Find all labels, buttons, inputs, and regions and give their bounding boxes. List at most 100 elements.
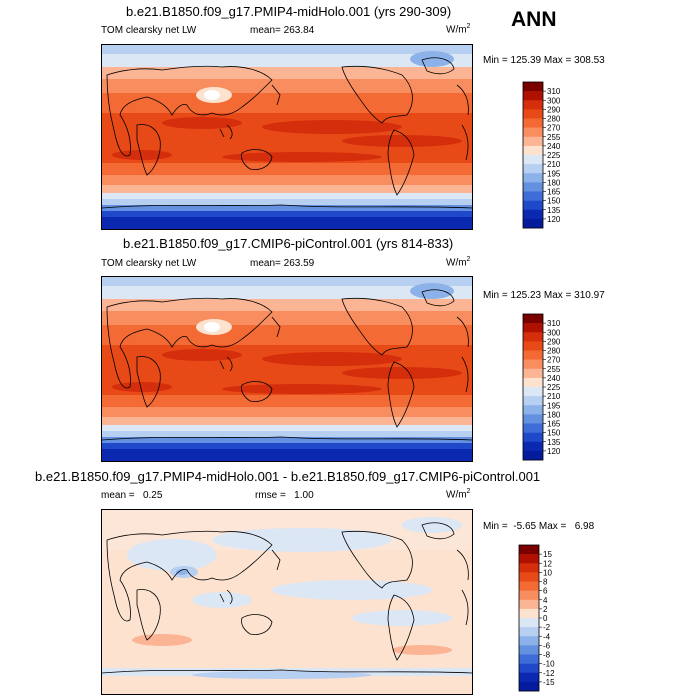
- panel-1-title: b.e21.B1850.f09_g17.PMIP4-midHolo.001 (y…: [126, 4, 452, 19]
- colorbar-box: [523, 136, 543, 147]
- colorbar-box: [519, 599, 539, 610]
- colorbar-box: [519, 672, 539, 683]
- colorbar-tick-label: -15: [543, 678, 555, 687]
- colorbar-box: [519, 645, 539, 655]
- panel-1-variable: TOM clearsky net LW: [101, 25, 197, 36]
- colorbar-box: [523, 127, 543, 138]
- colorbar-box: [519, 590, 539, 601]
- panel-3-map: [101, 509, 473, 695]
- colorbar-tick-label: 210: [547, 392, 561, 401]
- panel-2-minmax: Min = 125.23 Max = 310.97: [483, 290, 605, 301]
- colorbar-box: [523, 191, 543, 201]
- panel-2-title: b.e21.B1850.f09_g17.CMIP6-piControl.001 …: [123, 236, 454, 251]
- colorbar-box: [523, 414, 543, 424]
- colorbar-box: [523, 173, 543, 183]
- colorbar-box: [523, 209, 543, 220]
- colorbar-box: [519, 636, 539, 646]
- colorbar-box: [523, 91, 543, 101]
- colorbar-tick-label: 10: [543, 568, 552, 577]
- panel-3-units: W/m2: [446, 488, 471, 501]
- panel-3-title: b.e21.B1850.f09_g17.PMIP4-midHolo.001 - …: [35, 469, 541, 484]
- colorbar-tick-label: 120: [547, 447, 561, 456]
- colorbar-box: [523, 396, 543, 406]
- colorbar-tick-label: 2: [543, 605, 548, 614]
- panel-1-minmax: Min = 125.39 Max = 308.53: [483, 55, 605, 66]
- colorbar-tick-label: 0: [543, 614, 548, 623]
- colorbar-tick-label: 180: [547, 410, 561, 419]
- colorbar-box: [523, 450, 543, 461]
- panel-2-colorbar: 310 300 290 280 270 255 240 225 210 195 180 165 150 1…: [522, 313, 563, 461]
- colorbar-box: [523, 323, 543, 333]
- colorbar-box: [523, 341, 543, 351]
- colorbar-tick-label: 310: [547, 319, 561, 328]
- colorbar-box: [523, 359, 543, 370]
- colorbar-tick-label: 270: [547, 356, 561, 365]
- colorbar-tick-label: -6: [543, 641, 551, 650]
- colorbar-tick-label: 310: [547, 87, 561, 96]
- colorbar-box: [519, 618, 539, 628]
- colorbar-box: [523, 314, 543, 324]
- colorbar-tick-label: 270: [547, 124, 561, 133]
- colorbar-tick-label: 6: [543, 587, 548, 596]
- panel-3-mean: mean = 0.25: [101, 490, 163, 501]
- panel-1-colorbar: 310 300 290 280 270 255 240 225 210 195 180 165 150 1…: [522, 81, 563, 229]
- panel-3-rmse: rmse = 1.00: [255, 490, 314, 501]
- colorbar-box: [523, 145, 543, 156]
- panel-2-variable: TOM clearsky net LW: [101, 258, 197, 269]
- colorbar-tick-label: 4: [543, 596, 548, 605]
- colorbar-tick-label: 225: [547, 383, 561, 392]
- colorbar-tick-label: 225: [547, 151, 561, 160]
- colorbar-box: [519, 608, 539, 619]
- colorbar-box: [519, 563, 539, 573]
- colorbar-box: [523, 218, 543, 229]
- colorbar-box: [523, 182, 543, 192]
- panel-1-mean: mean= 263.84: [250, 25, 315, 36]
- colorbar-box: [523, 350, 543, 360]
- panel-3-colorbar: 15 12 10 8 6 4 2 0 -2 -4 -6 -8 -10 -12 -15: [518, 544, 563, 692]
- colorbar-tick-label: 280: [547, 115, 561, 124]
- colorbar-box: [523, 200, 543, 211]
- colorbar-box: [523, 109, 543, 119]
- colorbar-box: [523, 332, 543, 342]
- colorbar-tick-label: -12: [543, 669, 555, 678]
- colorbar-box: [519, 545, 539, 555]
- colorbar-box: [523, 118, 543, 128]
- colorbar-box: [523, 164, 543, 174]
- colorbar-box: [519, 663, 539, 674]
- colorbar-tick-label: 150: [547, 429, 561, 438]
- colorbar-box: [523, 405, 543, 415]
- colorbar-box: [519, 554, 539, 564]
- colorbar-tick-label: -2: [543, 623, 551, 632]
- colorbar-tick-label: 165: [547, 420, 561, 429]
- colorbar-tick-label: 150: [547, 197, 561, 206]
- colorbar-tick-label: 195: [547, 401, 561, 410]
- colorbar-tick-label: 195: [547, 169, 561, 178]
- colorbar-box: [523, 368, 543, 379]
- colorbar-tick-label: 280: [547, 347, 561, 356]
- colorbar-tick-label: 135: [547, 206, 561, 215]
- panel-1-units: W/m2: [446, 23, 471, 36]
- colorbar-tick-label: 290: [547, 337, 561, 346]
- colorbar-tick-label: 135: [547, 438, 561, 447]
- colorbar-tick-label: 8: [543, 578, 548, 587]
- colorbar-box: [523, 155, 543, 165]
- colorbar-tick-label: -8: [543, 651, 551, 660]
- colorbar-tick-label: 300: [547, 328, 561, 337]
- colorbar-tick-label: 165: [547, 188, 561, 197]
- colorbar-tick-label: 290: [547, 105, 561, 114]
- colorbar-tick-label: -4: [543, 632, 551, 641]
- colorbar-tick-label: 120: [547, 215, 561, 224]
- colorbar-tick-label: 240: [547, 142, 561, 151]
- colorbar-box: [523, 387, 543, 397]
- season-label: ANN: [511, 8, 557, 31]
- colorbar-box: [519, 572, 539, 582]
- colorbar-tick-label: 240: [547, 374, 561, 383]
- colorbar-box: [523, 423, 543, 433]
- colorbar-tick-label: 15: [543, 550, 552, 559]
- panel-2-map: [101, 276, 473, 462]
- colorbar-box: [519, 654, 539, 664]
- panel-2-mean: mean= 263.59: [250, 258, 315, 269]
- colorbar-tick-label: 255: [547, 133, 561, 142]
- colorbar-box: [519, 681, 539, 692]
